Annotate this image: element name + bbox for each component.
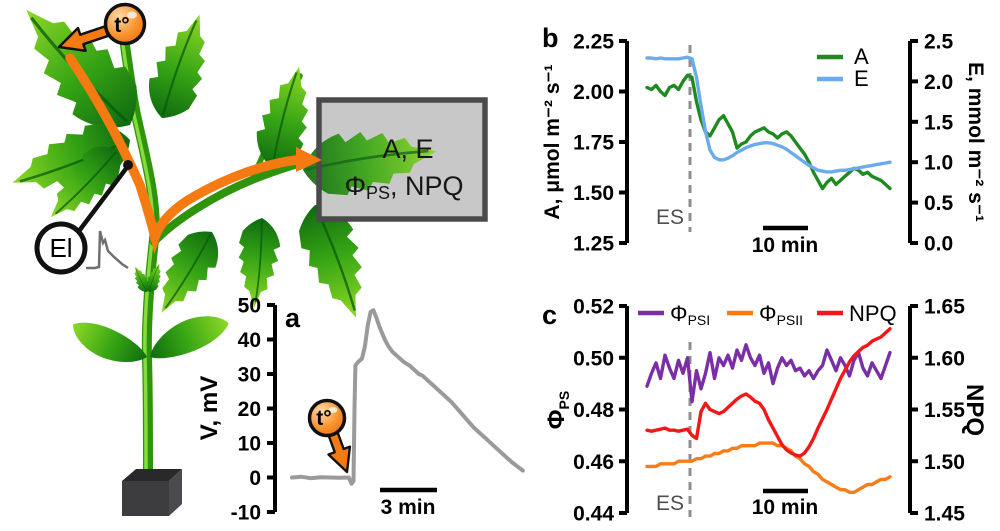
es-label: ES — [656, 492, 684, 515]
legend-psii-sub: PSII — [777, 312, 803, 328]
legend-label-psi: ΦPSI — [670, 301, 710, 328]
scalebar-label: 3 min — [381, 496, 436, 519]
axis-tick-label: 0.46 — [573, 451, 614, 474]
action-potential-sketch-icon — [86, 230, 129, 270]
axis-tick-label: 1.25 — [573, 233, 614, 256]
es-label: ES — [656, 206, 684, 229]
y-axis-label: V, mV — [196, 376, 223, 441]
axis-tick-label: 2.00 — [573, 81, 614, 104]
phi-base: Φ — [543, 409, 570, 429]
badge-highlight — [328, 407, 338, 413]
axis-tick-label: 1.50 — [924, 451, 965, 474]
axis-tick-label: 0.0 — [924, 233, 953, 256]
axis-tick-label: 0.52 — [573, 296, 614, 319]
legend-psii-base: Φ — [759, 301, 777, 326]
plant-illustration: A, E ΦPS, NPQ t° El — [0, 0, 488, 516]
electrode-circle — [34, 221, 88, 275]
axis-tick-label: 2.5 — [924, 31, 954, 54]
scalebar-label: 10 min — [752, 496, 819, 519]
box-label-line2: ΦPS, NPQ — [344, 171, 463, 203]
axis-tick-label: 0.50 — [573, 347, 614, 370]
axis-tick-label: 1.60 — [924, 347, 965, 370]
axis-tick-label: 1.45 — [924, 503, 965, 526]
axis-tick-label: 1.55 — [924, 399, 965, 422]
axis-tick-label: 0.48 — [573, 399, 614, 422]
electrode: El — [34, 160, 133, 275]
badge-highlight — [127, 11, 137, 19]
legend-psi-sub: PSI — [688, 312, 711, 328]
stimulus-badge-label: t° — [316, 407, 331, 430]
axis-tick-label: 2.0 — [924, 71, 953, 94]
stimulus-badge-label: t° — [114, 14, 129, 37]
series-line-E — [645, 55, 892, 174]
leaf — [137, 4, 225, 128]
axis-tick-label: 2.25 — [573, 31, 614, 54]
legend-label-npq: NPQ — [849, 301, 897, 326]
stimulus-badge-panel-a: t° — [307, 398, 359, 478]
box-phi-sub: PS — [366, 183, 390, 203]
axis-tick-label: 1.50 — [573, 182, 614, 205]
electrode-wire — [77, 164, 130, 233]
legend: ΦPSI ΦPSII NPQ — [638, 301, 897, 328]
pot — [122, 469, 182, 516]
axis-tick-label: 30 — [238, 364, 261, 387]
measurement-box: A, E ΦPS, NPQ — [297, 97, 488, 222]
legend-label-psii: ΦPSII — [759, 301, 803, 328]
axis-tick-label: 50 — [238, 295, 261, 318]
series-line-A — [645, 73, 892, 191]
electrode-label: El — [49, 233, 72, 263]
axis-tick-label: 1.75 — [573, 132, 614, 155]
axis-tick-label: 40 — [238, 329, 261, 352]
axis-tick-label: 10 — [238, 433, 261, 456]
axis-tick-label: 1.65 — [924, 296, 965, 319]
panel-a-chart: 50 40 30 20 10 0 -10 a V, mV 3 min t° — [196, 295, 525, 525]
right-y-axis-label: NPQ — [961, 384, 988, 436]
cotyledon-leaf — [65, 313, 152, 375]
series-line-V — [290, 308, 525, 486]
panel-b-chart: 2.25 2.00 1.75 1.50 1.25 2.5 2.0 1.5 1.0 0.5 0.0 b… — [541, 23, 987, 257]
legend-label-A: A — [854, 44, 869, 69]
box-phi: Φ — [344, 171, 366, 201]
panel-letter: b — [542, 23, 559, 53]
axis-tick-label: 0.44 — [573, 503, 614, 526]
right-y-axis-label: E, mmol m⁻² s⁻¹ — [964, 62, 987, 222]
signal-arrowhead — [296, 147, 322, 172]
axis-tick-label: -10 — [231, 502, 261, 525]
axis-tick-label: 1.0 — [924, 152, 953, 175]
panel-letter: c — [542, 300, 557, 330]
axis-tick-label: 0 — [249, 467, 261, 490]
axis-tick-label: 1.5 — [924, 111, 954, 134]
signal-path — [65, 53, 322, 254]
legend-label-E: E — [854, 66, 869, 91]
series-line-PSI — [645, 343, 892, 404]
left-y-axis-label: ΦPS — [543, 391, 572, 429]
stimulus-badge-top: t° — [53, 2, 147, 60]
axis-tick-label: 20 — [238, 398, 261, 421]
phi-sub: PS — [556, 391, 572, 410]
axis-tick-label: 0.5 — [924, 192, 954, 215]
left-y-axis-label: A, μmol m⁻² s⁻¹ — [541, 64, 564, 219]
legend: A E — [817, 44, 869, 91]
electrode-contact-dot — [123, 160, 133, 170]
legend-psi-base: Φ — [670, 301, 688, 326]
series-line-NPQ — [645, 327, 892, 458]
panel-letter: a — [285, 303, 301, 333]
series-line-PSII — [645, 441, 892, 495]
box-label-line1: A, E — [382, 134, 433, 164]
box-line2-rest: , NPQ — [390, 171, 464, 201]
scalebar-label: 10 min — [752, 234, 819, 257]
panel-c-chart: 0.52 0.50 0.48 0.46 0.44 1.65 1.60 1.55 1.50 1.45… — [542, 296, 988, 526]
